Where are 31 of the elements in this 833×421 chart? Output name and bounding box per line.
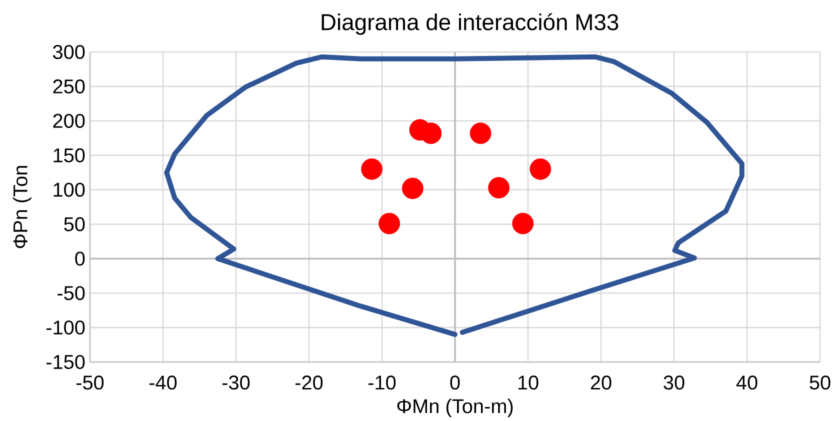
point <box>488 177 510 198</box>
y-tick-label: 300 <box>53 44 85 60</box>
y-tick-label: -50 <box>58 286 85 300</box>
x-tick-label: 40 <box>736 376 758 390</box>
point <box>361 158 382 180</box>
x-axis-title: ΦMn (Ton-m) <box>397 398 513 418</box>
x-tick-label: 0 <box>450 376 460 390</box>
x-tick-label: -30 <box>222 376 250 390</box>
y-tick-label: 0 <box>75 252 85 266</box>
point <box>402 178 424 200</box>
x-tick-label: 30 <box>664 376 684 390</box>
point <box>378 212 400 234</box>
x-tick-label: 10 <box>518 376 538 390</box>
y-tick-label: 150 <box>54 148 85 162</box>
x-tick-label: -20 <box>295 376 323 390</box>
x-tick-label: 50 <box>810 376 830 390</box>
point <box>512 212 534 234</box>
y-tick-label: -150 <box>46 354 85 370</box>
chart-title: Diagrama de interacción M33 <box>322 13 618 35</box>
y-tick-label: 100 <box>54 182 85 197</box>
x-tick-label: 20 <box>590 376 612 390</box>
y-tick-label: 200 <box>53 114 85 128</box>
y-tick-label: 50 <box>64 217 85 232</box>
x-tick-label: -50 <box>76 376 104 390</box>
point <box>530 158 552 180</box>
x-tick-label: -10 <box>368 376 396 390</box>
y-axis-title: ΦPn (Ton <box>12 166 32 248</box>
y-tick-label: -100 <box>46 320 85 335</box>
point <box>470 122 492 144</box>
y-tick-label: 250 <box>53 79 85 94</box>
x-tick-label: -40 <box>149 376 177 390</box>
